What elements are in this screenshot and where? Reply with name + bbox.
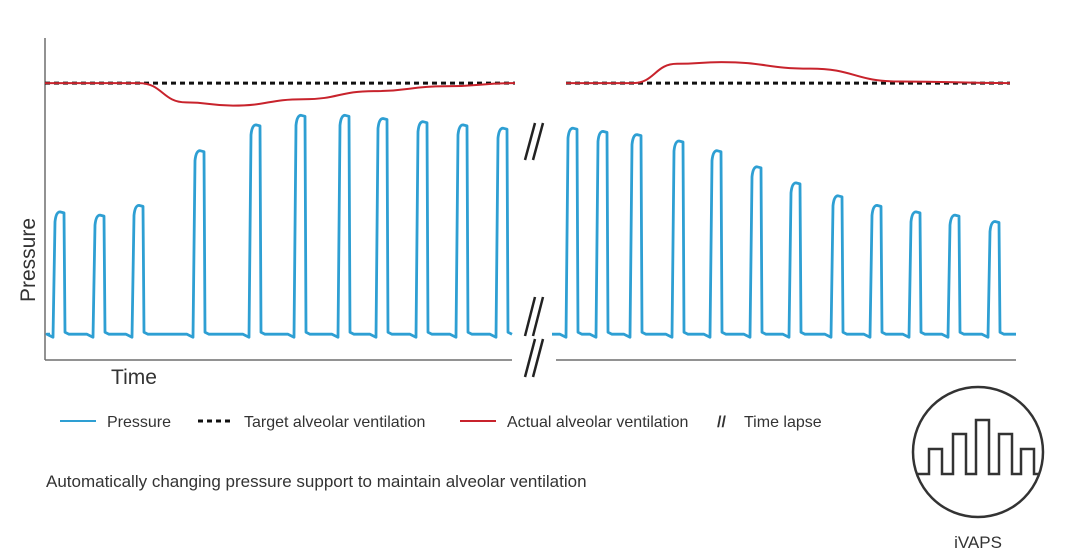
pressure-waveform-right bbox=[552, 126, 1016, 339]
caption: Automatically changing pressure support … bbox=[46, 472, 587, 491]
ivaps-badge-circle bbox=[911, 385, 1045, 519]
time-lapse-break-middle bbox=[523, 296, 545, 337]
legend-symbol-time-lapse: // bbox=[717, 414, 726, 431]
actual-ventilation-curve-right bbox=[565, 61, 1011, 85]
x-axis-label: Time bbox=[111, 366, 157, 389]
y-axis-label: Pressure bbox=[17, 218, 40, 302]
ivaps-badge: iVAPS bbox=[911, 385, 1045, 552]
legend-item-time-lapse: // Time lapse bbox=[717, 414, 822, 431]
legend-item-target: Target alveolar ventilation bbox=[198, 414, 425, 431]
legend-item-pressure: Pressure bbox=[60, 414, 171, 431]
ivaps-badge-label: iVAPS bbox=[954, 533, 1002, 552]
legend-item-actual: Actual alveolar ventilation bbox=[460, 414, 688, 431]
ivaps-waveform-icon bbox=[917, 418, 1040, 476]
legend-label-time-lapse: Time lapse bbox=[744, 414, 822, 431]
time-lapse-break-top bbox=[523, 122, 545, 161]
pressure-peak-markers bbox=[59, 115, 996, 222]
legend-label-target: Target alveolar ventilation bbox=[244, 414, 425, 431]
pressure-waveform-left bbox=[45, 113, 513, 339]
time-lapse-break-axis bbox=[523, 338, 545, 378]
legend-label-pressure: Pressure bbox=[107, 414, 171, 431]
actual-ventilation-curve-left bbox=[44, 82, 516, 107]
legend: Pressure Target alveolar ventilation Act… bbox=[60, 414, 822, 431]
legend-label-actual: Actual alveolar ventilation bbox=[507, 414, 688, 431]
